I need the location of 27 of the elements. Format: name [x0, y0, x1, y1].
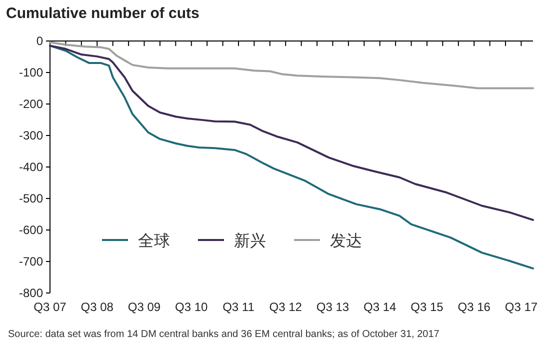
legend-label: 全球 — [138, 232, 170, 250]
x-tick-label: Q3 13 — [316, 300, 350, 314]
source-note: Source: data set was from 14 DM central banks and 36 EM central banks; as of October 31, 2017 — [8, 329, 440, 340]
line-series — [49, 44, 534, 221]
line-series — [49, 44, 534, 270]
y-tick-label: -400 — [18, 160, 44, 174]
legend-label: 发达 — [330, 232, 362, 250]
y-tick-label: -500 — [18, 192, 44, 206]
x-tick-label: Q3 09 — [128, 300, 161, 314]
x-tick-label: Q3 17 — [504, 300, 538, 314]
y-tick-label: -600 — [18, 223, 44, 237]
y-tick-label: -800 — [18, 286, 44, 300]
legend-label: 新兴 — [234, 232, 266, 250]
y-tick-label: 0 — [36, 34, 44, 48]
x-tick-label: Q3 15 — [410, 300, 444, 314]
x-tick-label: Q3 08 — [80, 300, 114, 314]
x-tick-label: Q3 16 — [458, 300, 491, 314]
x-tick-label: Q3 10 — [175, 300, 208, 314]
x-tick-label: Q3 12 — [269, 300, 302, 314]
x-tick-label: Q3 11 — [222, 300, 255, 314]
x-tick-label: Q3 07 — [34, 300, 67, 314]
x-tick-label: Q3 14 — [364, 300, 397, 314]
chart-title: Cumulative number of cuts — [6, 5, 200, 22]
y-tick-label: -700 — [18, 254, 44, 268]
y-tick-label: -300 — [18, 128, 44, 142]
y-tick-label: -100 — [18, 66, 44, 80]
y-tick-label: -200 — [18, 97, 44, 111]
